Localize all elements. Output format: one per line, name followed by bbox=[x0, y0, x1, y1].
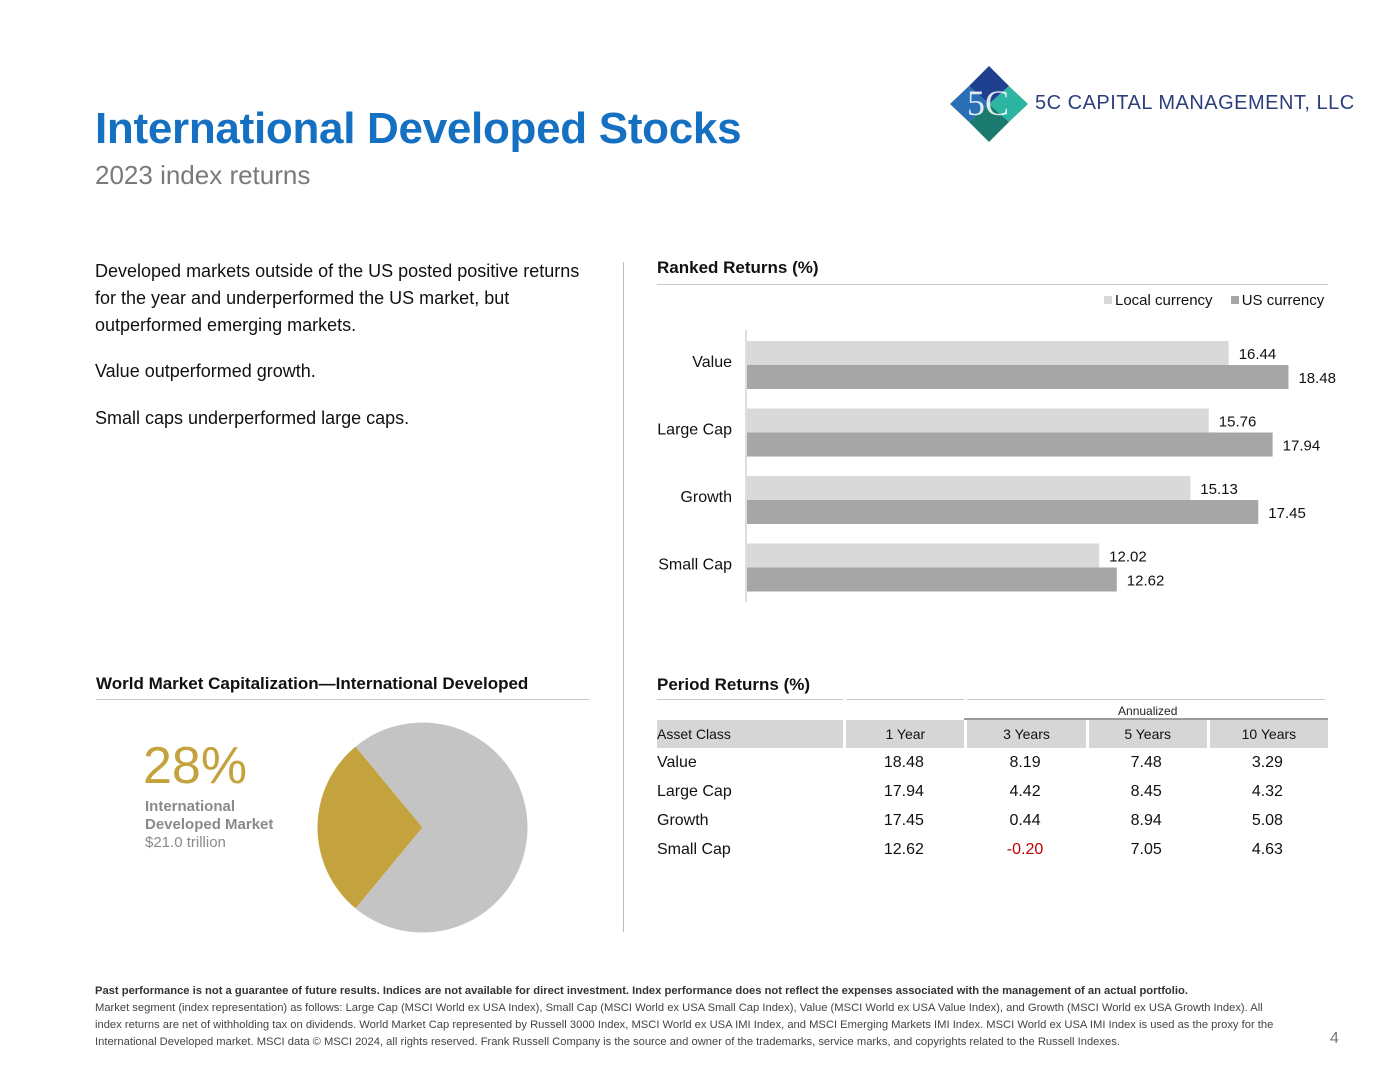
return-cell: 3.29 bbox=[1251, 753, 1283, 771]
asset-class-cell: Small Cap bbox=[657, 840, 731, 858]
page-title: International Developed Stocks bbox=[95, 104, 742, 153]
pie-slice-other bbox=[355, 722, 528, 933]
bar-value-label: 15.13 bbox=[1200, 481, 1238, 498]
ranked-returns-title: Ranked Returns (%) bbox=[657, 258, 819, 277]
asset-class-cell: Value bbox=[657, 753, 697, 771]
return-cell: 4.42 bbox=[1009, 782, 1041, 800]
vertical-divider bbox=[623, 262, 624, 932]
market-share-label: International Developed Market bbox=[145, 798, 274, 833]
bar-value-label: 16.44 bbox=[1239, 346, 1277, 363]
return-cell: 17.94 bbox=[883, 782, 924, 800]
period-title-rule bbox=[657, 699, 843, 700]
bar-local bbox=[747, 543, 1100, 568]
legend-label-us: US currency bbox=[1241, 291, 1325, 309]
category-label: Small Cap bbox=[658, 557, 732, 574]
asset-class-cell: Large Cap bbox=[657, 782, 732, 800]
bar-local bbox=[747, 341, 1229, 365]
bar-value-label: 15.76 bbox=[1219, 414, 1257, 431]
return-cell: 8.94 bbox=[1130, 811, 1162, 829]
period-title-rule bbox=[847, 699, 964, 700]
table-row: Value 18.48 8.19 7.48 3.29 bbox=[657, 748, 1328, 777]
bar-value-label: 17.94 bbox=[1283, 438, 1321, 455]
page-number: 4 bbox=[1330, 1030, 1339, 1047]
return-cell: 4.63 bbox=[1251, 840, 1283, 858]
return-cell: 5.08 bbox=[1251, 811, 1283, 829]
bar-value-label: 12.02 bbox=[1109, 549, 1147, 566]
legend-item-us: US currency bbox=[1230, 291, 1325, 309]
bar-local bbox=[747, 408, 1209, 433]
disclaimer-bold: Past performance is not a guarantee of f… bbox=[95, 985, 1188, 997]
return-cell: 8.45 bbox=[1130, 782, 1162, 800]
column-header: 3 Years bbox=[964, 720, 1086, 748]
annualized-label: Annualized bbox=[964, 702, 1328, 720]
disclaimer: Past performance is not a guarantee of f… bbox=[95, 983, 1285, 1051]
legend-swatch-local bbox=[1104, 296, 1112, 304]
bar-us bbox=[747, 365, 1289, 389]
chart-legend: Local currency US currency bbox=[1090, 291, 1324, 309]
bar-us bbox=[747, 432, 1273, 457]
page-subtitle: 2023 index returns bbox=[95, 160, 311, 190]
return-cell: 8.19 bbox=[1009, 753, 1041, 771]
period-returns-title: Period Returns (%) bbox=[657, 675, 811, 694]
table-header-row: Asset Class 1 Year 3 Years 5 Years 10 Ye… bbox=[657, 720, 1328, 748]
world-market-title: World Market Capitalization—Internationa… bbox=[96, 674, 529, 693]
table-row: Large Cap 17.94 4.42 8.45 4.32 bbox=[657, 777, 1328, 806]
bar-value-label: 17.45 bbox=[1268, 505, 1306, 522]
legend-item-local: Local currency bbox=[1104, 292, 1213, 309]
pie-slice-international-developed bbox=[317, 746, 423, 909]
company-name: 5C CAPITAL MANAGEMENT, LLC bbox=[1035, 92, 1355, 114]
return-cell: 4.32 bbox=[1251, 782, 1283, 800]
legend-label-local: Local currency bbox=[1115, 291, 1213, 309]
company-logo: 5C bbox=[950, 66, 1028, 142]
bar-value-label: 18.48 bbox=[1298, 370, 1336, 387]
ranked-returns-chart: Value 16.44 18.48 Large Cap 15.76 17.94 Growth… bbox=[657, 330, 1336, 602]
bar-us bbox=[747, 500, 1259, 524]
asset-class-cell: Growth bbox=[657, 811, 709, 829]
column-header: 1 Year bbox=[843, 720, 965, 748]
return-cell-negative: -0.20 bbox=[1006, 840, 1044, 858]
bar-local bbox=[747, 476, 1191, 500]
table-row: Growth 17.45 0.44 8.94 5.08 bbox=[657, 806, 1328, 835]
column-header: 5 Years bbox=[1085, 720, 1207, 748]
annualized-row: Annualized bbox=[657, 702, 1328, 720]
disclaimer-text: Market segment (index representation) as… bbox=[95, 1002, 1274, 1048]
column-header: Asset Class bbox=[657, 720, 844, 748]
category-label: Large Cap bbox=[657, 422, 732, 439]
column-header: 10 Years bbox=[1206, 720, 1328, 748]
market-cap-pie bbox=[317, 722, 528, 933]
market-share-percent: 28% bbox=[143, 737, 248, 795]
blank-cell bbox=[843, 702, 964, 720]
blank-cell bbox=[657, 702, 843, 720]
return-cell: 0.44 bbox=[1009, 811, 1041, 829]
logo-monogram: 5C bbox=[967, 83, 1009, 123]
bar-value-label: 12.62 bbox=[1127, 573, 1165, 590]
bar-us bbox=[747, 567, 1117, 592]
legend-swatch-us bbox=[1230, 296, 1239, 304]
market-cap-value: $21.0 trillion bbox=[145, 834, 226, 851]
world-market-rule bbox=[96, 699, 590, 700]
summary-paragraph: Developed markets outside of the US post… bbox=[95, 261, 580, 335]
summary-paragraph: Small caps underperformed large caps. bbox=[95, 408, 410, 428]
return-cell: 18.48 bbox=[883, 753, 924, 771]
return-cell: 17.45 bbox=[883, 811, 924, 829]
table-row: Small Cap 12.62 -0.20 7.05 4.63 bbox=[657, 835, 1328, 864]
return-cell: 12.62 bbox=[883, 840, 924, 858]
ranked-returns-rule bbox=[657, 284, 1328, 285]
period-returns-table: Annualized Asset Class 1 Year 3 Years 5 … bbox=[657, 702, 1328, 864]
category-label: Value bbox=[692, 354, 732, 371]
period-title-rule bbox=[967, 699, 1325, 700]
return-cell: 7.05 bbox=[1130, 840, 1162, 858]
category-label: Growth bbox=[680, 489, 732, 506]
return-cell: 7.48 bbox=[1130, 753, 1162, 771]
summary-paragraph: Value outperformed growth. bbox=[95, 361, 316, 381]
